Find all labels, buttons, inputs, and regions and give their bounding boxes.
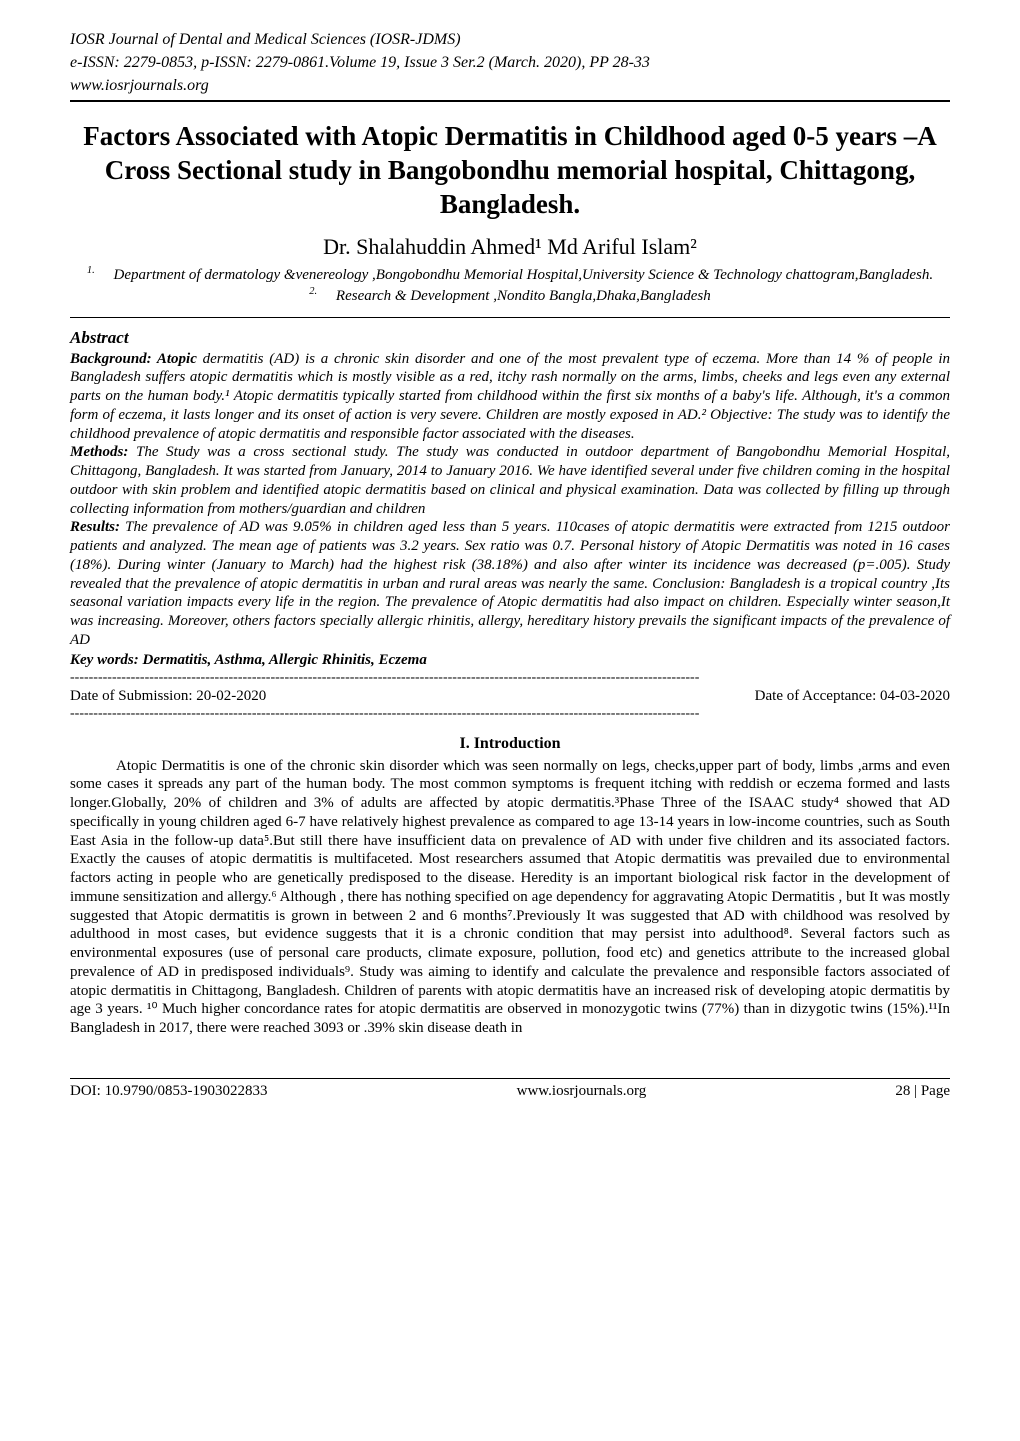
journal-url: www.iosrjournals.org [70, 76, 950, 97]
footer-doi: DOI: 10.9790/0853-1903022833 [70, 1083, 268, 1100]
abstract-body: Background: Atopic dermatitis (AD) is a … [70, 350, 950, 650]
dash-separator-top: ----------------------------------------… [70, 671, 950, 685]
journal-issn: e-ISSN: 2279-0853, p-ISSN: 2279-0861.Vol… [70, 53, 950, 74]
footer-url: www.iosrjournals.org [517, 1083, 647, 1100]
affiliation-1: 1. Department of dermatology &venereolog… [70, 264, 950, 286]
footer-page: 28 | Page [895, 1083, 950, 1100]
paper-title: Factors Associated with Atopic Dermatiti… [70, 120, 950, 221]
keywords: Key words: Dermatitis, Asthma, Allergic … [70, 652, 950, 669]
acceptance-date: Date of Acceptance: 04-03-2020 [755, 687, 950, 705]
affiliation-2: 2. Research & Development ,Nondito Bangl… [70, 285, 950, 307]
abstract-heading: Abstract [70, 328, 950, 348]
dash-separator-bottom: ----------------------------------------… [70, 707, 950, 721]
submission-date: Date of Submission: 20-02-2020 [70, 687, 266, 705]
results-label: Results: [70, 519, 120, 535]
author-divider [70, 317, 950, 318]
results-text: The prevalence of AD was 9.05% in childr… [70, 519, 950, 648]
methods-text: The Study was a cross sectional study. T… [70, 444, 950, 516]
journal-name: IOSR Journal of Dental and Medical Scien… [70, 30, 950, 51]
section-1-body: Atopic Dermatitis is one of the chronic … [70, 757, 950, 1038]
background-label: Background: Atopic [70, 351, 197, 367]
authors: Dr. Shalahuddin Ahmed¹ Md Ariful Islam² [70, 234, 950, 260]
background-text: dermatitis (AD) is a chronic skin disord… [70, 351, 950, 442]
header-divider [70, 100, 950, 102]
methods-label: Methods: [70, 444, 128, 460]
section-1-heading: I. Introduction [70, 735, 950, 753]
